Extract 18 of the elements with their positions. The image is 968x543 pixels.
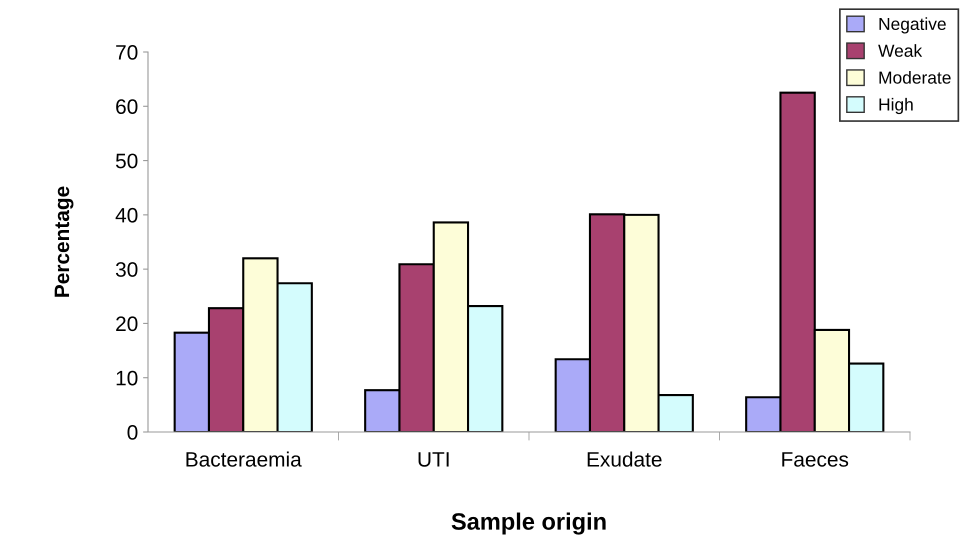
legend-label: Negative (879, 17, 946, 34)
y-tick-label: 50 (116, 154, 138, 168)
y-tick-label: 20 (116, 316, 138, 332)
x-tick-label: Faeces (782, 452, 848, 467)
legend-label: High (879, 98, 913, 114)
x-axis-title: Sample origin (452, 512, 606, 535)
x-tick-label: UTI (418, 452, 449, 467)
legend-label: Weak (878, 44, 922, 57)
y-tick-label: 10 (116, 370, 138, 386)
x-tick-label: Bacteraemia (186, 451, 302, 467)
legend-label: Moderate (879, 71, 951, 84)
y-tick-label: 30 (116, 262, 138, 277)
y-tick-label: 60 (116, 99, 138, 114)
y-axis-title: Percentage (54, 186, 74, 297)
y-tick-label: 40 (116, 208, 138, 223)
y-tick-label: 70 (116, 45, 138, 60)
y-tick-label: 0 (128, 425, 138, 440)
x-tick-label: Exudate (588, 451, 662, 467)
